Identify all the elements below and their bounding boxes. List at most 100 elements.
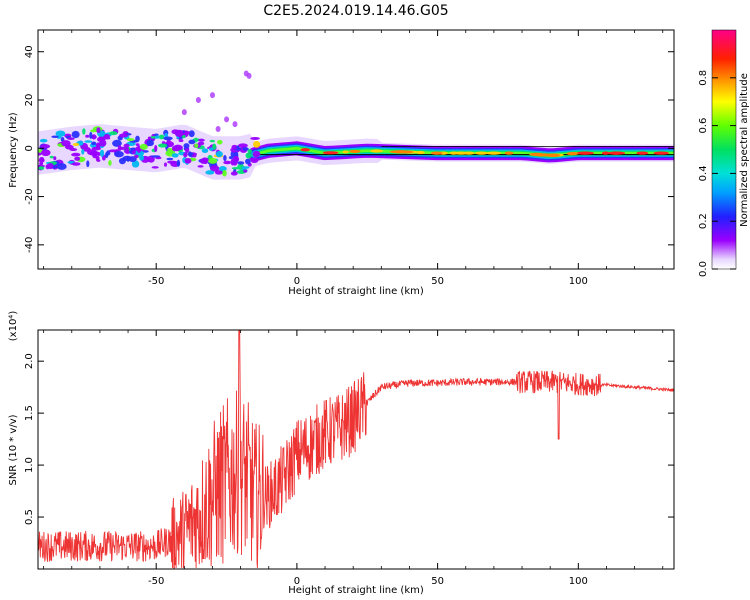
spectrogram-peak bbox=[416, 150, 425, 155]
spectrogram-blob bbox=[188, 151, 192, 157]
spectrogram-blob bbox=[71, 130, 80, 139]
spectrogram-blob bbox=[245, 152, 252, 159]
spectrogram-blob bbox=[134, 154, 139, 159]
spectrogram-ytick-label: -40 bbox=[24, 237, 35, 253]
spectrogram-blob bbox=[97, 136, 106, 143]
spectrogram-blob bbox=[105, 136, 111, 140]
snr-ytick-label: 2.0 bbox=[24, 353, 35, 369]
snr-ytick-label: 0.5 bbox=[24, 509, 35, 525]
spectrogram-blob bbox=[209, 139, 215, 143]
spectrogram-blob bbox=[139, 155, 145, 161]
spectrogram-peak bbox=[636, 151, 649, 155]
spectrogram-blob bbox=[237, 161, 245, 165]
spectrogram-blob bbox=[84, 140, 93, 143]
spectrogram-peak bbox=[430, 151, 443, 155]
figure-title: C2E5.2024.019.14.46.G05 bbox=[263, 3, 448, 19]
spectrogram-blob bbox=[132, 150, 136, 155]
spectrogram-blob bbox=[183, 152, 188, 158]
spectrogram-blob bbox=[217, 139, 223, 145]
spectrogram-blob bbox=[209, 165, 220, 172]
spectrogram-blob bbox=[126, 138, 135, 142]
spectrogram-blob bbox=[163, 136, 173, 141]
spectrogram-blob bbox=[104, 151, 109, 159]
spectrogram-blob bbox=[181, 109, 187, 116]
colorbar-tick-label: 0.2 bbox=[698, 213, 709, 229]
spectrogram-blob bbox=[223, 160, 232, 165]
spectrogram-blob bbox=[81, 149, 85, 155]
spectrogram-frame bbox=[37, 29, 675, 270]
spectrogram-blob bbox=[195, 97, 201, 104]
spectrogram-blob bbox=[241, 166, 250, 169]
spectrogram-blob bbox=[49, 155, 54, 159]
spectrogram-blob bbox=[243, 70, 249, 77]
snr-multiplier: (x10⁴) bbox=[8, 311, 19, 342]
spectrogram-blob bbox=[184, 147, 190, 153]
spectrogram-blob bbox=[230, 171, 238, 176]
spectrogram-blob bbox=[45, 164, 50, 170]
spectrogram-peak bbox=[475, 151, 488, 155]
spectrogram-blob bbox=[96, 159, 101, 162]
spectrogram-blob bbox=[39, 138, 48, 143]
spectrogram-blob bbox=[184, 157, 192, 164]
spectrogram-blob bbox=[188, 139, 196, 145]
spectrogram-peak bbox=[545, 153, 560, 157]
colorbar-tick-label: 0.6 bbox=[698, 118, 709, 134]
spectrogram-blob bbox=[39, 157, 45, 161]
spectrogram-blob bbox=[252, 150, 261, 158]
spectrogram-peak bbox=[486, 151, 502, 155]
spectrogram-blob bbox=[232, 121, 238, 128]
spectrogram-xtick-label: 50 bbox=[431, 276, 444, 287]
snr-xtick-label: 100 bbox=[569, 576, 588, 587]
colorbar: 0.0 0.2 0.4 0.6 0.8 Normalized spectral ampl… bbox=[698, 29, 750, 277]
snr-ylabel: SNR (10 * v/v) bbox=[8, 414, 19, 485]
spectrogram-blob bbox=[183, 143, 190, 149]
spectrogram-blob bbox=[176, 159, 181, 167]
spectrogram-blob bbox=[228, 156, 234, 160]
spectrogram-blob bbox=[215, 150, 223, 158]
spectrogram-xtick-label: 0 bbox=[294, 276, 300, 287]
spectrogram-ytick-label: 20 bbox=[24, 94, 35, 107]
spectrogram-peak bbox=[607, 151, 626, 155]
spectrogram-blob bbox=[91, 146, 102, 151]
spectrogram-blob bbox=[178, 139, 184, 143]
spectrogram-blob bbox=[163, 162, 168, 167]
snr-ytick-label: 1.5 bbox=[24, 405, 35, 421]
spectrogram-panel: -50 0 50 100 -40 -20 0 20 40 Height of straight … bbox=[8, 29, 675, 297]
spectrogram-blob bbox=[157, 143, 168, 148]
spectrogram-blob bbox=[201, 148, 209, 154]
snr-xtick-label: 0 bbox=[294, 576, 300, 587]
spectrogram-blob bbox=[51, 135, 59, 138]
spectrogram-blob bbox=[82, 128, 86, 135]
spectrogram-blob bbox=[85, 134, 90, 138]
spectrogram-peak bbox=[370, 149, 384, 153]
spectrogram-peak bbox=[653, 151, 669, 155]
spectrogram-blob bbox=[117, 145, 122, 152]
spectrogram-blob bbox=[131, 160, 140, 168]
spectrogram-blob bbox=[74, 156, 81, 161]
spectrogram-blob bbox=[99, 149, 105, 157]
spectrogram-blob bbox=[171, 153, 179, 158]
spectrogram-peak bbox=[575, 151, 595, 155]
spectrogram-ytick-label: -20 bbox=[24, 188, 35, 204]
spectrogram-blob bbox=[197, 165, 204, 168]
spectrogram-blob bbox=[222, 170, 227, 177]
spectrogram-xlabel: Height of straight line (km) bbox=[288, 286, 424, 297]
spectrogram-blob bbox=[69, 148, 78, 152]
spectrogram-blob bbox=[114, 150, 124, 158]
spectrogram-blob bbox=[232, 147, 237, 150]
spectrogram-ytick-label: 40 bbox=[24, 45, 35, 58]
spectrogram-blob bbox=[209, 92, 215, 99]
snr-xtick-label: 50 bbox=[431, 576, 444, 587]
spectrogram-blob bbox=[243, 169, 248, 173]
spectrogram-peak bbox=[393, 150, 414, 154]
spectrogram-blob bbox=[55, 130, 66, 137]
spectrogram-blob bbox=[223, 155, 227, 162]
spectrogram-blob bbox=[158, 134, 165, 140]
spectrogram-peak bbox=[453, 151, 469, 155]
spectrogram-blob bbox=[112, 139, 122, 147]
spectrogram-blob bbox=[146, 139, 154, 147]
spectrogram-blob bbox=[39, 161, 44, 166]
spectrogram-blob bbox=[188, 130, 195, 138]
spectrogram-blob bbox=[214, 170, 223, 175]
spectrogram-blob bbox=[128, 156, 137, 162]
